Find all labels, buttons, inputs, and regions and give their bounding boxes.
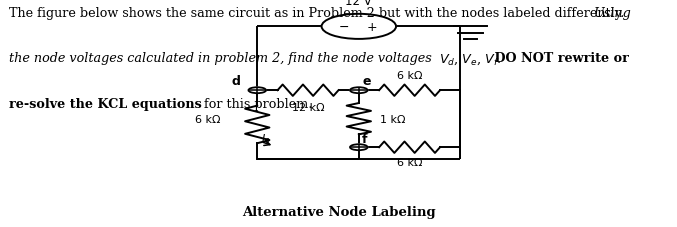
Text: The figure below shows the same circuit as in Problem 2 but with the nodes label: The figure below shows the same circuit … <box>9 7 628 20</box>
Circle shape <box>322 15 396 40</box>
Text: +: + <box>367 21 378 34</box>
Circle shape <box>350 88 368 94</box>
Text: f: f <box>362 132 368 145</box>
Text: d: d <box>232 74 240 87</box>
Text: 6 kΩ: 6 kΩ <box>397 71 422 81</box>
Text: 12 V: 12 V <box>345 0 372 7</box>
Text: re-solve the KCL equations: re-solve the KCL equations <box>9 98 202 111</box>
Circle shape <box>248 88 266 94</box>
Text: −: − <box>338 21 349 34</box>
Text: for this problem.: for this problem. <box>200 98 312 111</box>
Text: 6 kΩ: 6 kΩ <box>194 114 220 124</box>
Text: DO NOT rewrite or: DO NOT rewrite or <box>490 52 629 65</box>
Circle shape <box>350 145 368 151</box>
Text: 6 kΩ: 6 kΩ <box>397 157 422 167</box>
Text: 12 kΩ: 12 kΩ <box>292 103 324 113</box>
Text: $V_d$, $V_e$, $V_f$.: $V_d$, $V_e$, $V_f$. <box>439 52 501 67</box>
Text: $I_o$: $I_o$ <box>261 132 270 145</box>
Text: Using: Using <box>594 7 632 20</box>
Text: Alternative Node Labeling: Alternative Node Labeling <box>242 205 435 218</box>
Text: 1 kΩ: 1 kΩ <box>380 114 406 124</box>
Text: e: e <box>362 75 371 88</box>
Text: the node voltages calculated in problem 2, find the node voltages: the node voltages calculated in problem … <box>9 52 435 65</box>
